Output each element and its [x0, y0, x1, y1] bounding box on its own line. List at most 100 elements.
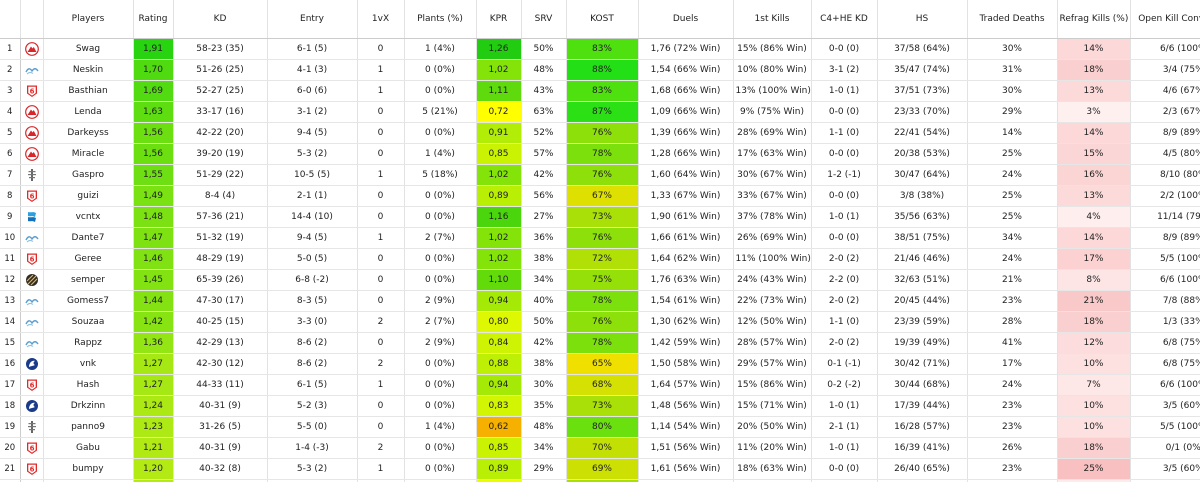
- open-kill-conversion-cell: 6/6 (100%): [1130, 269, 1200, 291]
- team-logo-cell: 6: [20, 80, 44, 102]
- table-row[interactable]: 1 Swag 1,91 58-23 (35) 6-1 (5) 0 1 (4%) 1,26 50%…: [0, 38, 1200, 60]
- entry-cell: 8-3 (5): [267, 290, 358, 312]
- blue-wave-icon: [24, 315, 39, 329]
- first-kills-cell: 11% (100% Win): [733, 248, 812, 270]
- table-row[interactable]: 12 semper 1,45 65-39 (26) 6-8 (-2) 0 0 (0%) 1,1…: [0, 269, 1200, 291]
- column-header-1st-kills[interactable]: 1st Kills: [733, 0, 812, 39]
- table-row[interactable]: 17 6 Hash 1,27 44-33 (11) 6-1 (5) 1 0 (0%) 0,94 3…: [0, 374, 1200, 396]
- column-header-duels[interactable]: Duels: [638, 0, 734, 39]
- plants-cell: 0 (0%): [404, 395, 477, 417]
- open-kill-conversion-cell: 3/5 (60%): [1130, 395, 1200, 417]
- table-row[interactable]: 7 Gaspro 1,55 51-29 (22) 10-5 (5) 1 5 (18%) 1,0…: [0, 164, 1200, 186]
- column-header-refrag-kills[interactable]: Refrag Kills (%): [1057, 0, 1131, 39]
- hs-cell: 17/39 (44%): [877, 395, 968, 417]
- hs-cell: 35/47 (74%): [877, 59, 968, 81]
- refrag-kills-cell: 18%: [1057, 311, 1131, 333]
- rating-cell: 1,48: [133, 206, 174, 228]
- column-header-kost[interactable]: KOST: [566, 0, 639, 39]
- column-header-1vx[interactable]: 1vX: [357, 0, 405, 39]
- table-row[interactable]: 6 Miracle 1,56 39-20 (19) 5-3 (2) 0 1 (4%) 0,85…: [0, 143, 1200, 165]
- player-name: Neskin: [43, 59, 134, 81]
- first-kills-cell: 24% (43% Win): [733, 269, 812, 291]
- kpr-cell: 0,91: [476, 122, 522, 144]
- table-row[interactable]: 19 panno9 1,23 31-26 (5) 5-5 (0) 0 1 (4%) 0,62 4…: [0, 416, 1200, 438]
- open-kill-conversion-cell: 4/5 (80%): [1130, 143, 1200, 165]
- hs-cell: 23/39 (59%): [877, 311, 968, 333]
- entry-cell: 3-1 (2): [267, 101, 358, 123]
- kost-cell: 87%: [566, 101, 639, 123]
- kpr-cell: 1,26: [476, 38, 522, 60]
- player-name: Gabu: [43, 437, 134, 459]
- srv-cell: 56%: [521, 185, 567, 207]
- table-row[interactable]: 8 6 guizi 1,49 8-4 (4) 2-1 (1) 0 0 (0%) 0,89 56% 6…: [0, 185, 1200, 207]
- open-kill-conversion-cell: 1/3 (33%): [1130, 311, 1200, 333]
- rating-cell: 1,56: [133, 143, 174, 165]
- player-name: Lenda: [43, 101, 134, 123]
- first-kills-cell: 20% (50% Win): [733, 416, 812, 438]
- column-header-rating[interactable]: Rating: [133, 0, 174, 39]
- table-row[interactable]: 16 vnk 1,27 42-30 (12) 8-6 (2) 2 0 (0%) 0,88 38%…: [0, 353, 1200, 375]
- column-header-kpr[interactable]: KPR: [476, 0, 522, 39]
- entry-cell: 8-6 (2): [267, 353, 358, 375]
- plants-cell: 2 (9%): [404, 332, 477, 354]
- table-row[interactable]: 22 zenoo1,1937-31 (6)6-4 (2)11 (4%)0,7637…: [0, 479, 1200, 482]
- first-kills-cell: 30% (67% Win): [733, 164, 812, 186]
- table-row[interactable]: 4 Lenda 1,63 33-17 (16) 3-1 (2) 0 5 (21%) 0,72 6…: [0, 101, 1200, 123]
- hs-cell: 37/51 (73%): [877, 80, 968, 102]
- rating-cell: 1,56: [133, 122, 174, 144]
- duels-cell: 1,48 (56% Win): [638, 395, 734, 417]
- row-index: 2: [0, 59, 21, 81]
- column-header-kd[interactable]: KD: [173, 0, 268, 39]
- open-kill-conversion-cell: 6/8 (75%): [1130, 353, 1200, 375]
- plants-cell: 2 (7%): [404, 311, 477, 333]
- kd-cell: 40-25 (15): [173, 311, 268, 333]
- table-row[interactable]: 18 Drkzinn 1,24 40-31 (9) 5-2 (3) 0 0 (0%) 0,83…: [0, 395, 1200, 417]
- column-header-traded-deaths[interactable]: Traded Deaths: [967, 0, 1058, 39]
- svg-text:6: 6: [29, 255, 34, 263]
- table-row[interactable]: 21 6 bumpy 1,20 40-32 (8) 5-3 (2) 1 0 (0%) 0,89 2…: [0, 458, 1200, 480]
- blue-wave-icon: [24, 63, 39, 77]
- table-row[interactable]: 20 6 Gabu 1,21 40-31 (9) 1-4 (-3) 2 0 (0%) 0,85 3…: [0, 437, 1200, 459]
- refrag-kills-cell: 21%: [1057, 290, 1131, 312]
- logo-header: [20, 0, 44, 39]
- first-kills-cell: 15% (71% Win): [733, 395, 812, 417]
- column-header-entry[interactable]: Entry: [267, 0, 358, 39]
- column-header-c4-he-kd[interactable]: C4+HE KD: [811, 0, 878, 39]
- table-row[interactable]: 5 Darkeyss 1,56 42-22 (20) 9-4 (5) 0 0 (0%) 0,9…: [0, 122, 1200, 144]
- table-row[interactable]: 3 6 Basthian 1,69 52-27 (25) 6-0 (6) 1 0 (0%) 1,…: [0, 80, 1200, 102]
- column-header-open-kill-conversion[interactable]: Open Kill Conversion: [1130, 0, 1200, 39]
- srv-cell: 48%: [521, 59, 567, 81]
- traded-deaths-cell: 23%: [967, 416, 1058, 438]
- open-kill-conversion-cell: 0/1 (0%): [1130, 437, 1200, 459]
- refrag-kills-cell: 25%: [1057, 458, 1131, 480]
- column-header-hs[interactable]: HS: [877, 0, 968, 39]
- c4he-kd-cell: 0-1 (-1): [811, 353, 878, 375]
- table-row[interactable]: 9 vcntx 1,48 57-36 (21) 14-4 (10) 0 0 (0%) 1,16…: [0, 206, 1200, 228]
- c4he-kd-cell: 1-1 (0): [811, 311, 878, 333]
- rating-cell: 1,23: [133, 416, 174, 438]
- team-logo-cell: [20, 38, 44, 60]
- team-logo-cell: [20, 227, 44, 249]
- refrag-kills-cell: 13%: [1057, 80, 1131, 102]
- column-header-srv[interactable]: SRV: [521, 0, 567, 39]
- entry-cell: 8-6 (2): [267, 332, 358, 354]
- table-row[interactable]: 13 Gomess7 1,44 47-30 (17) 8-3 (5) 0 2 (9%) 0,9…: [0, 290, 1200, 312]
- table-row[interactable]: 15 Rappz 1,36 42-29 (13) 8-6 (2) 0 2 (9%) 0,84 4…: [0, 332, 1200, 354]
- traded-deaths-cell: 30%: [967, 38, 1058, 60]
- rating-cell: 1,55: [133, 164, 174, 186]
- first-kills-cell: 22% (73% Win): [733, 290, 812, 312]
- column-header-plants[interactable]: Plants (%): [404, 0, 477, 39]
- kd-cell: 42-22 (20): [173, 122, 268, 144]
- kost-cell: 76%: [566, 311, 639, 333]
- first-kills-cell: 20% (60% Win): [733, 479, 812, 482]
- refrag-kills-cell: 4%: [1057, 206, 1131, 228]
- red-mountain-icon: [24, 125, 39, 140]
- hs-cell: 35/56 (63%): [877, 206, 968, 228]
- table-row[interactable]: 10 Dante7 1,47 51-32 (19) 9-4 (5) 1 2 (7%) 1,02…: [0, 227, 1200, 249]
- table-row[interactable]: 2 Neskin 1,70 51-26 (25) 4-1 (3) 1 0 (0%) 1,02 4…: [0, 59, 1200, 81]
- table-row[interactable]: 14 Souzaa 1,42 40-25 (15) 3-3 (0) 2 2 (7%) 0,80…: [0, 311, 1200, 333]
- column-header-players[interactable]: Players: [43, 0, 134, 39]
- kpr-cell: 1,10: [476, 269, 522, 291]
- table-row[interactable]: 11 6 Geree 1,46 48-29 (19) 5-0 (5) 0 0 (0%) 1,02…: [0, 248, 1200, 270]
- open-kill-conversion-cell: 6/6 (100%): [1130, 38, 1200, 60]
